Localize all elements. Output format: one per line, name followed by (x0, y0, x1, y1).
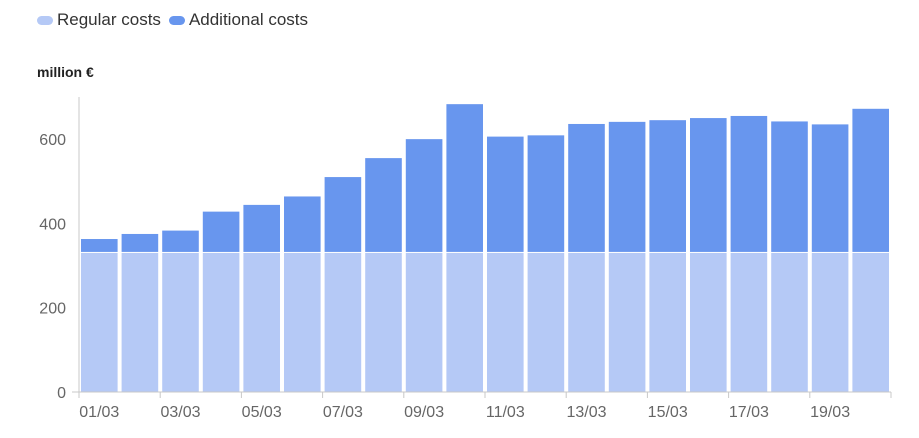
bar-additional-costs-14-03 (608, 121, 646, 252)
bar-regular-costs-19-03 (811, 252, 849, 392)
bar-regular-costs-05-03 (243, 252, 280, 392)
bar-regular-costs-07-03 (324, 252, 362, 392)
bar-additional-costs-15-03 (649, 120, 686, 252)
bar-additional-costs-18-03 (771, 121, 808, 252)
legend-item-regular-costs[interactable]: Regular costs (37, 10, 161, 30)
bar-additional-costs-05-03 (243, 204, 280, 252)
x-tick-label: 09/03 (404, 404, 444, 421)
bar-additional-costs-11-03 (487, 136, 524, 252)
x-tick-label: 11/03 (486, 404, 525, 421)
bar-regular-costs-11-03 (487, 252, 524, 392)
legend-item-additional-costs[interactable]: Additional costs (168, 10, 309, 30)
bar-additional-costs-10-03 (446, 104, 483, 252)
bar-regular-costs-10-03 (446, 252, 483, 392)
bar-regular-costs-13-03 (568, 252, 605, 392)
legend-label-regular-costs: Regular costs (57, 10, 161, 29)
bar-additional-costs-16-03 (690, 118, 727, 252)
bar-regular-costs-12-03 (527, 252, 565, 392)
bar-regular-costs-08-03 (365, 252, 402, 392)
bar-additional-costs-09-03 (405, 139, 443, 252)
x-tick-label: 03/03 (160, 404, 200, 421)
bar-additional-costs-02-03 (121, 233, 159, 252)
x-tick-label: 15/03 (648, 404, 688, 421)
bar-additional-costs-07-03 (324, 177, 362, 252)
bar-regular-costs-02-03 (121, 252, 159, 392)
bar-regular-costs-15-03 (649, 252, 686, 392)
bar-regular-costs-14-03 (608, 252, 646, 392)
legend-label-additional-costs: Additional costs (188, 10, 309, 29)
bar-additional-costs-13-03 (568, 123, 605, 252)
bar-additional-costs-20-03 (852, 108, 889, 252)
y-tick-label: 200 (39, 301, 66, 318)
bar-additional-costs-01-03 (81, 239, 118, 252)
y-tick-label: 0 (57, 385, 66, 402)
y-axis-unit-label: million € (37, 64, 94, 80)
y-tick-label: 600 (39, 132, 66, 149)
x-tick-label: 05/03 (242, 404, 282, 421)
bar-regular-costs-01-03 (81, 252, 118, 392)
x-tick-label: 01/03 (79, 404, 119, 421)
bar-additional-costs-03-03 (162, 230, 199, 252)
bar-additional-costs-12-03 (527, 135, 565, 252)
bar-additional-costs-04-03 (202, 211, 240, 252)
x-tick-label: 19/03 (810, 404, 850, 421)
bar-regular-costs-16-03 (690, 252, 727, 392)
bar-additional-costs-08-03 (365, 158, 402, 252)
bar-additional-costs-19-03 (811, 124, 849, 252)
bar-regular-costs-04-03 (202, 252, 240, 392)
bar-regular-costs-17-03 (730, 252, 768, 392)
legend-swatch-additional-costs (168, 15, 185, 25)
bar-additional-costs-17-03 (730, 115, 768, 252)
bar-regular-costs-18-03 (771, 252, 808, 392)
y-tick-label: 400 (39, 216, 66, 233)
x-tick-label: 13/03 (566, 404, 606, 421)
x-tick-label: 17/03 (729, 404, 769, 421)
bar-regular-costs-03-03 (162, 252, 199, 392)
bar-regular-costs-06-03 (284, 252, 321, 392)
chart-legend: Regular costs Additional costs (37, 10, 316, 30)
bar-additional-costs-06-03 (284, 196, 321, 252)
bar-regular-costs-09-03 (405, 252, 443, 392)
x-tick-label: 07/03 (323, 404, 363, 421)
legend-swatch-regular-costs (37, 15, 53, 25)
bar-regular-costs-20-03 (852, 252, 889, 392)
